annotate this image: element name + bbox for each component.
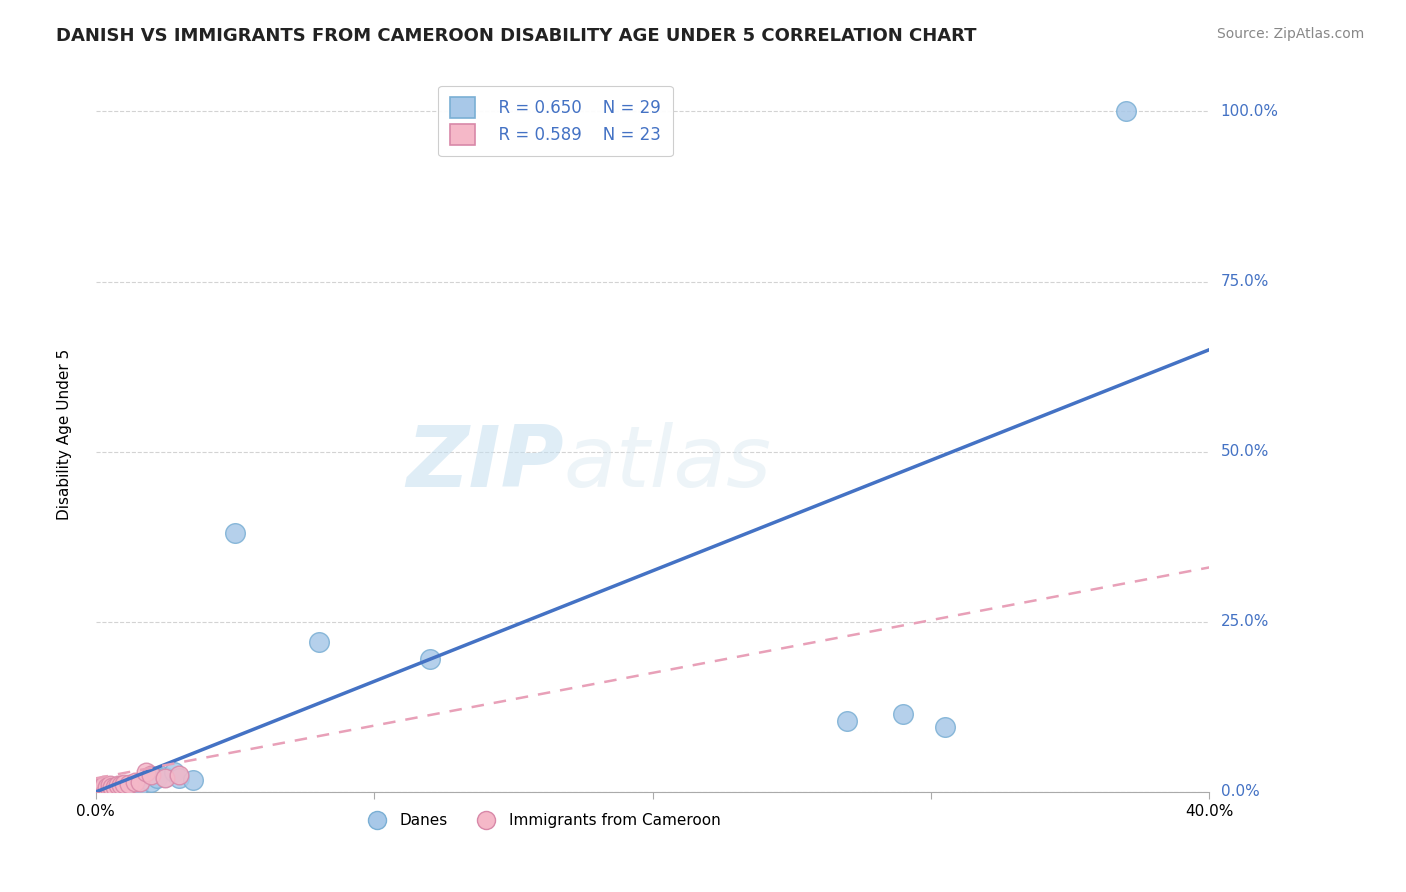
- Point: [93, 781, 115, 796]
- Point: [112, 781, 135, 796]
- Text: ZIP: ZIP: [406, 422, 564, 505]
- Point: [181, 772, 204, 787]
- Point: [93, 783, 115, 797]
- Point: [90, 781, 112, 796]
- Point: [141, 768, 163, 782]
- Point: [163, 764, 186, 779]
- Point: [96, 780, 118, 795]
- Point: [118, 777, 141, 791]
- Point: [118, 780, 141, 794]
- Point: [107, 781, 129, 796]
- Point: [155, 772, 177, 786]
- Y-axis label: Disability Age Under 5: Disability Age Under 5: [58, 349, 72, 520]
- Point: [934, 720, 956, 734]
- Point: [146, 772, 169, 786]
- Point: [127, 780, 149, 794]
- Point: [87, 781, 110, 796]
- Point: [891, 706, 914, 721]
- Point: [93, 782, 115, 797]
- Point: [90, 783, 112, 797]
- Legend: Danes, Immigrants from Cameroon: Danes, Immigrants from Cameroon: [356, 807, 727, 834]
- Point: [96, 783, 118, 797]
- Point: [93, 780, 115, 795]
- Point: [110, 778, 132, 792]
- Point: [1115, 104, 1137, 119]
- Point: [101, 780, 124, 794]
- Point: [141, 774, 163, 789]
- Point: [104, 780, 127, 794]
- Point: [308, 635, 330, 649]
- Point: [98, 778, 121, 792]
- Point: [98, 783, 121, 797]
- Point: [90, 780, 112, 794]
- Point: [87, 780, 110, 794]
- Point: [419, 652, 441, 666]
- Point: [135, 764, 157, 779]
- Point: [110, 782, 132, 797]
- Text: DANISH VS IMMIGRANTS FROM CAMEROON DISABILITY AGE UNDER 5 CORRELATION CHART: DANISH VS IMMIGRANTS FROM CAMEROON DISAB…: [56, 27, 977, 45]
- Point: [96, 780, 118, 794]
- Point: [107, 778, 129, 792]
- Point: [90, 781, 112, 796]
- Point: [129, 774, 152, 789]
- Point: [104, 783, 127, 797]
- Text: 0.0%: 0.0%: [1220, 784, 1260, 799]
- Point: [124, 774, 146, 789]
- Point: [98, 781, 121, 796]
- Text: atlas: atlas: [564, 422, 772, 505]
- Point: [112, 777, 135, 791]
- Text: 25.0%: 25.0%: [1220, 615, 1268, 630]
- Text: 100.0%: 100.0%: [1220, 104, 1278, 119]
- Text: 50.0%: 50.0%: [1220, 444, 1268, 459]
- Point: [169, 768, 191, 782]
- Point: [837, 714, 859, 728]
- Text: Source: ZipAtlas.com: Source: ZipAtlas.com: [1216, 27, 1364, 41]
- Point: [155, 770, 177, 784]
- Point: [98, 781, 121, 796]
- Point: [93, 778, 115, 792]
- Point: [101, 782, 124, 797]
- Text: 75.0%: 75.0%: [1220, 274, 1268, 289]
- Point: [96, 781, 118, 796]
- Point: [224, 526, 246, 541]
- Point: [169, 772, 191, 786]
- Point: [87, 781, 110, 796]
